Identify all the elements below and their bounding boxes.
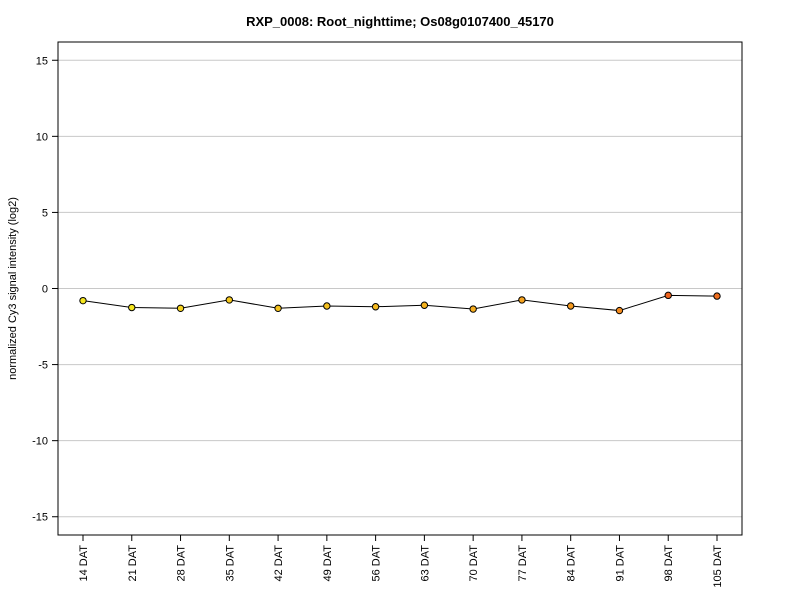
x-tick-label: 28 DAT	[176, 545, 188, 582]
y-axis-title: normalized Cy3 signal intensity (log2)	[7, 197, 19, 380]
data-point	[664, 291, 672, 300]
series-line	[82, 294, 718, 312]
y-tick-label: 5	[42, 207, 48, 219]
data-point	[274, 304, 282, 312]
y-tick-label: -10	[32, 436, 48, 448]
data-point	[420, 301, 429, 309]
y-tick-label: 10	[36, 131, 48, 143]
data-point	[518, 296, 526, 304]
x-tick-label: 91 DAT	[614, 545, 626, 582]
y-tick-label: -5	[38, 360, 48, 372]
x-tick-label: 49 DAT	[322, 545, 334, 582]
chart-title: RXP_0008: Root_nighttime; Os08g0107400_4…	[246, 14, 554, 29]
data-point	[128, 303, 136, 312]
data-point	[225, 296, 234, 304]
data-point	[713, 292, 721, 300]
data-point	[79, 296, 87, 305]
y-tick-label: 15	[36, 55, 48, 67]
x-tick-label: 42 DAT	[273, 545, 285, 582]
data-point	[615, 306, 624, 315]
y-axis: -15 -10 -5 0 5 10 15	[32, 55, 58, 524]
x-tick-label: 14 DAT	[78, 545, 90, 582]
x-tick-label: 105 DAT	[712, 545, 724, 588]
data-point	[469, 305, 477, 313]
y-tick-label: 0	[42, 284, 48, 296]
y-tick-label: -15	[32, 512, 48, 524]
data-series	[79, 291, 721, 315]
grid-lines	[58, 59, 742, 518]
x-tick-label: 56 DAT	[371, 545, 383, 582]
data-point	[323, 302, 331, 310]
x-tick-label: 77 DAT	[517, 545, 529, 582]
x-tick-label: 70 DAT	[468, 545, 480, 582]
x-tick-label: 21 DAT	[127, 545, 139, 582]
data-point	[176, 304, 185, 312]
data-point	[371, 303, 380, 311]
x-axis: 14 DAT 21 DAT 28 DAT 35 DAT 42 DAT 49 DAT 56 D…	[78, 535, 724, 588]
x-tick-label: 63 DAT	[419, 545, 431, 582]
x-tick-label: 84 DAT	[566, 545, 578, 582]
x-tick-label: 35 DAT	[224, 545, 236, 582]
x-tick-label: 98 DAT	[663, 545, 675, 582]
data-point	[566, 302, 575, 310]
